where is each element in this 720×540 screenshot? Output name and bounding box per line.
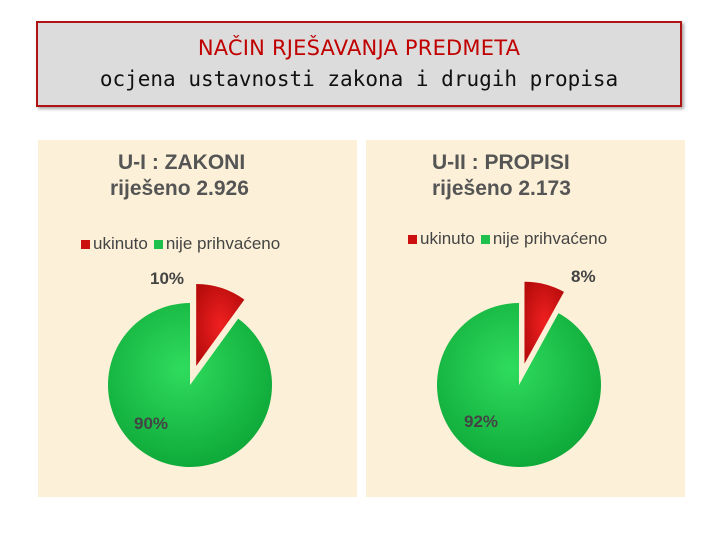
chart-legend: ukinuto nije prihvaćeno xyxy=(408,229,607,249)
pie-slice-nije-prihvaceno xyxy=(108,303,273,468)
data-label-ukinuto: 10% xyxy=(150,269,185,288)
legend-swatch-ukinuto xyxy=(81,239,90,249)
page-subtitle: ocjena ustavnosti zakona i drugih propis… xyxy=(99,67,619,91)
chart-subtitle: riješeno 2.173 xyxy=(432,177,571,200)
chart-legend: ukinuto nije prihvaćeno xyxy=(81,234,280,254)
data-label-nije-prihvaceno: 90% xyxy=(134,414,169,433)
legend-label-nije-prihvaceno: nije prihvaćeno xyxy=(165,234,281,253)
pie-slice-ukinuto xyxy=(524,281,564,364)
pie-slice-ukinuto xyxy=(196,283,245,366)
legend-label-ukinuto: ukinuto xyxy=(420,229,475,248)
legend-swatch-nije-prihvaceno xyxy=(153,239,163,249)
pie-slice-nije-prihvaceno xyxy=(437,303,602,467)
legend-swatch-ukinuto xyxy=(408,234,417,244)
legend-label-ukinuto: ukinuto xyxy=(93,234,148,253)
legend-swatch-nije-prihvaceno xyxy=(480,234,490,244)
page-title: NAČIN RJEŠAVANJA PREDMETA xyxy=(197,36,521,60)
chart-subtitle: riješeno 2.926 xyxy=(110,177,249,200)
legend-label-nije-prihvaceno: nije prihvaćeno xyxy=(492,229,608,248)
chart-panel-propisi: U-II : PROPISI riješeno 2.173 ukinuto ni… xyxy=(366,140,685,497)
chart-panel-zakoni: U-I : ZAKONI riješeno 2.926 ukinuto nije… xyxy=(38,140,357,497)
pie-chart xyxy=(108,283,273,468)
data-label-ukinuto: 8% xyxy=(571,267,596,286)
pie-chart xyxy=(437,281,602,467)
header-box: NAČIN RJEŠAVANJA PREDMETA ocjena ustavno… xyxy=(36,21,682,107)
chart-title: U-I : ZAKONI xyxy=(118,151,246,174)
chart-title: U-II : PROPISI xyxy=(432,151,570,174)
data-label-nije-prihvaceno: 92% xyxy=(464,412,499,431)
